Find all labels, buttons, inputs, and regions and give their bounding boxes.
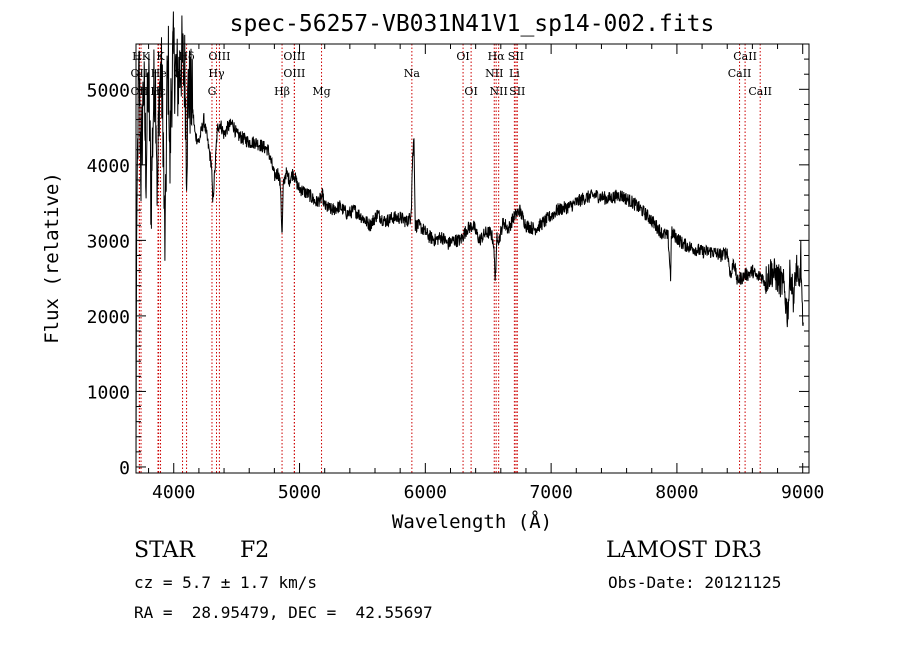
y-axis-label: Flux (relative) (41, 172, 63, 344)
line-label-19: SII (508, 50, 524, 63)
line-label-5: Hε (150, 85, 166, 98)
x-tick-label: 7000 (529, 482, 572, 503)
line-label-21: Li (509, 67, 520, 80)
spectrum-layer (135, 11, 804, 468)
line-label-13: OIII (283, 67, 305, 80)
line-label-20: NII (485, 67, 503, 80)
y-tick-label: 0 (119, 458, 130, 479)
line-label-11: Hβ (274, 85, 290, 98)
x-tick-label: 5000 (278, 482, 321, 503)
line-label-23: SII (509, 85, 525, 98)
y-tick-label: 1000 (87, 382, 130, 403)
line-label-22: NII (490, 85, 508, 98)
line-label-15: Na (404, 67, 421, 80)
line-label-9: Hγ (208, 67, 225, 80)
line-label-10: G (208, 85, 217, 98)
line-label-16: OI (456, 50, 469, 63)
line-label-4: He (151, 67, 167, 80)
line-label-25: CaII (728, 67, 752, 80)
y-tick-label: 2000 (87, 307, 130, 328)
x-tick-label: 9000 (781, 482, 824, 503)
y-tick-label: 3000 (87, 231, 130, 252)
object-class: STAR (134, 538, 195, 563)
x-tick-label: 8000 (655, 482, 698, 503)
chart-title: spec-56257-VB031N41V1_sp14-002.fits (230, 11, 715, 37)
plot-frame (135, 43, 810, 474)
survey-label: LAMOST DR3 (606, 538, 762, 563)
x-tick-label: 4000 (152, 482, 195, 503)
x-axis: 4000 5000 6000 7000 8000 9000 (148, 44, 824, 503)
line-label-24: CaII (733, 50, 757, 63)
y-axis: 0 1000 2000 3000 4000 5000 (87, 43, 809, 479)
x-axis-label: Wavelength (Å) (392, 510, 552, 533)
line-label-18: Hα (488, 50, 506, 63)
redshift-cz: cz = 5.7 ± 1.7 km/s (134, 573, 318, 592)
x-tick-label: 6000 (404, 482, 447, 503)
sky-coordinates: RA = 28.95479, DEC = 42.55697 (134, 603, 433, 622)
line-label-0: HK (132, 50, 151, 63)
line-label-14: Mg (312, 85, 330, 98)
emission-line-markers (138, 44, 761, 473)
line-label-8: OIII (208, 50, 230, 63)
y-tick-label: 5000 (87, 80, 130, 101)
line-label-26: CaII (748, 85, 772, 98)
spectrum-line (135, 11, 804, 468)
object-subclass: F2 (240, 538, 270, 563)
y-tick-label: 4000 (87, 156, 130, 177)
line-label-17: OI (464, 85, 477, 98)
line-label-12: OIII (283, 50, 305, 63)
observation-date: Obs-Date: 20121125 (608, 573, 782, 592)
